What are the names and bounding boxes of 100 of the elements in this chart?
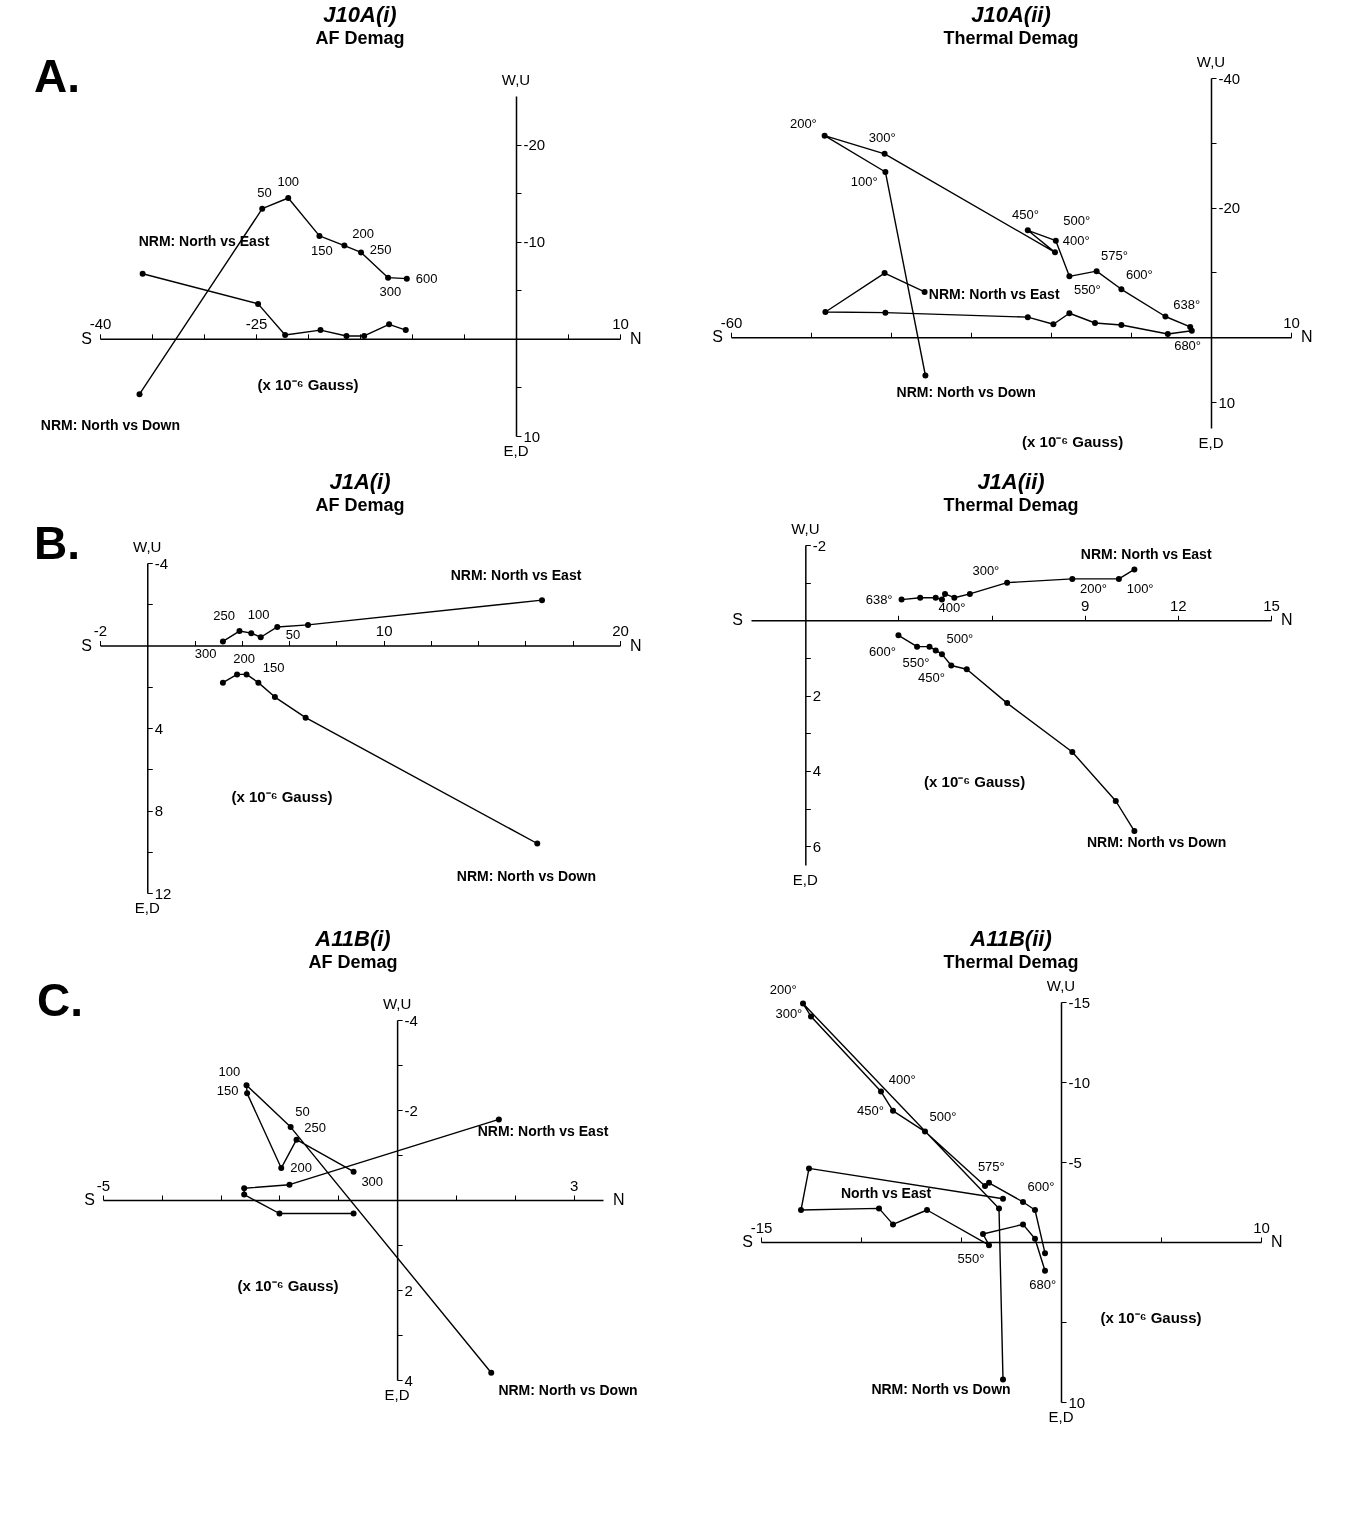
text: S <box>80 329 92 347</box>
annotation: 500° <box>929 1108 957 1124</box>
point <box>1052 237 1059 244</box>
annotation: 550° <box>1073 282 1101 298</box>
point <box>1164 331 1171 338</box>
annotation: 600 <box>415 270 437 286</box>
annotation: 638° <box>1173 297 1201 313</box>
annotation: 200 <box>232 650 255 666</box>
annotation: 150 <box>310 242 333 258</box>
point <box>1032 1235 1038 1242</box>
series-label: NRM: North vs East <box>928 286 1060 302</box>
point <box>951 594 958 601</box>
annotation: 50 <box>256 184 272 200</box>
point <box>963 666 970 673</box>
y-tick-label: -20 <box>523 136 545 154</box>
annotation: 250 <box>369 242 391 258</box>
point <box>996 1205 1002 1212</box>
chart-subtitle: AF Demag <box>308 952 398 972</box>
point <box>273 623 280 630</box>
chart-title: A11B(i) <box>314 926 391 951</box>
x-axis-title: (x 10⁻⁶ Gauss) <box>924 772 1026 790</box>
y-tick-label: -20 <box>1218 199 1241 217</box>
point <box>938 651 945 658</box>
annotation: 250 <box>212 608 235 624</box>
point <box>895 632 902 639</box>
point <box>821 132 828 139</box>
series-label: NRM: North vs East <box>138 233 270 250</box>
annotation: 200 <box>290 1160 312 1176</box>
point <box>1000 1195 1006 1202</box>
annotation: 638° <box>865 591 893 607</box>
text: S <box>732 611 743 629</box>
annotation: 300° <box>972 563 1000 579</box>
text: NRM: North vs Down <box>40 416 180 433</box>
point <box>890 1221 896 1228</box>
chart-title: J1A(i) <box>328 469 391 494</box>
x-tick-label: -2 <box>93 622 107 639</box>
point <box>922 372 929 379</box>
point <box>276 1210 283 1217</box>
annotation: 200° <box>789 116 817 132</box>
text: A. <box>33 50 80 102</box>
chart-subtitle: Thermal Demag <box>943 952 1079 972</box>
y-tick-label: 10 <box>1218 393 1236 411</box>
point <box>257 634 264 641</box>
annotation: 450° <box>857 1102 884 1118</box>
series-label: NRM: North vs Down <box>871 1381 1011 1397</box>
point <box>948 662 955 669</box>
point <box>881 270 888 277</box>
annotation: 500° <box>946 631 974 647</box>
y-tick-label: -10 <box>523 233 545 251</box>
y-tick-label: -5 <box>1068 1153 1082 1171</box>
x-tick-label: 3 <box>569 1176 579 1194</box>
point <box>254 679 261 686</box>
x-axis-title: (x 10⁻⁶ Gauss) <box>230 788 333 806</box>
point <box>932 594 939 601</box>
annotation: 100 <box>276 174 299 189</box>
annotation: 150 <box>216 1083 239 1099</box>
point <box>882 168 889 175</box>
point <box>258 205 265 212</box>
point <box>926 643 933 650</box>
text: S <box>84 1191 95 1208</box>
point <box>1066 273 1073 280</box>
annotation: 300 <box>361 1174 384 1190</box>
annotation: 300 <box>194 645 217 661</box>
text: W,U <box>382 995 412 1012</box>
point <box>402 327 409 334</box>
text: E,D <box>1198 434 1224 451</box>
text: N <box>1301 328 1313 346</box>
y-tick-label: 4 <box>812 762 822 780</box>
point <box>890 1107 896 1114</box>
annotation: 600° <box>868 644 896 660</box>
y-tick-label: -40 <box>1218 69 1241 87</box>
point <box>800 1000 806 1007</box>
point <box>281 331 288 338</box>
point <box>235 628 242 635</box>
text: N <box>1271 1233 1283 1250</box>
text: N <box>629 329 642 347</box>
point <box>1024 314 1031 321</box>
point <box>876 1205 882 1212</box>
point <box>822 308 829 315</box>
x-tick-label: 10 <box>611 315 629 333</box>
point <box>917 594 924 601</box>
annotation: 50 <box>295 1104 310 1120</box>
point <box>241 1185 248 1192</box>
point <box>350 1210 357 1217</box>
y-tick-label: -15 <box>1068 993 1091 1011</box>
chart-subtitle: AF Demag <box>314 28 405 48</box>
text: W,U <box>791 520 820 537</box>
x-tick-label: 20 <box>611 622 629 639</box>
text: W,U <box>1046 977 1076 994</box>
chart-title: J10A(ii) <box>971 2 1051 27</box>
annotation: 500° <box>1063 212 1091 228</box>
point <box>878 1088 884 1095</box>
point <box>1162 313 1169 320</box>
point <box>1020 1199 1026 1205</box>
point <box>533 840 540 847</box>
text: N <box>629 636 642 654</box>
point <box>384 274 391 281</box>
point <box>982 1183 988 1189</box>
point <box>806 1165 812 1172</box>
point <box>980 1231 986 1237</box>
